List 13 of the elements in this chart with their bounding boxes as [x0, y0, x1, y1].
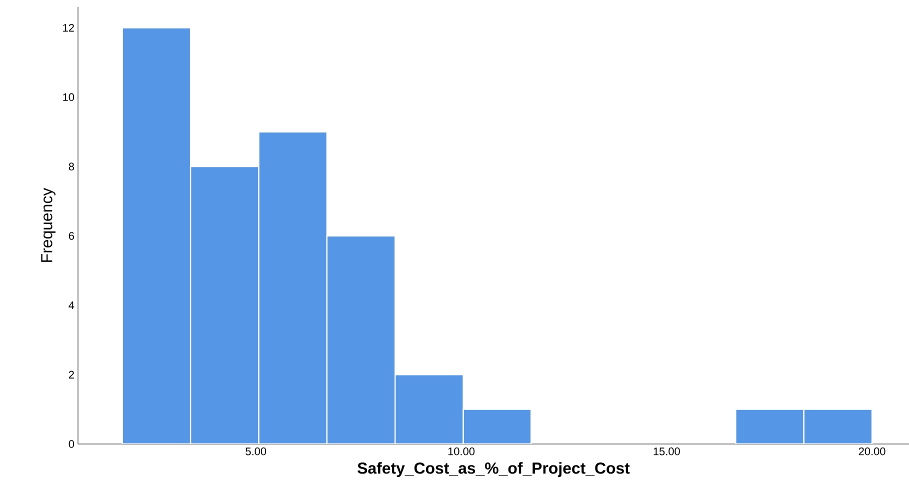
x-tick-label: 20.00 — [858, 448, 886, 456]
y-axis-title: Frequency — [41, 188, 56, 262]
y-tick-label: 12 — [63, 24, 74, 32]
y-tick-label: 4 — [68, 301, 74, 310]
x-tick-label: 5.00 — [246, 448, 266, 456]
y-tick-label: 10 — [63, 93, 74, 102]
x-tick-label: 15.00 — [654, 448, 680, 456]
x-tick-label: 10.00 — [448, 448, 475, 456]
y-tick-label: 6 — [68, 232, 74, 240]
y-tick-label: 0 — [68, 440, 74, 448]
x-axis-title: Safety_Cost_as_%_of_Project_Cost — [358, 462, 630, 477]
y-tick-label: 8 — [68, 162, 74, 170]
y-tick-label: 2 — [68, 370, 74, 378]
